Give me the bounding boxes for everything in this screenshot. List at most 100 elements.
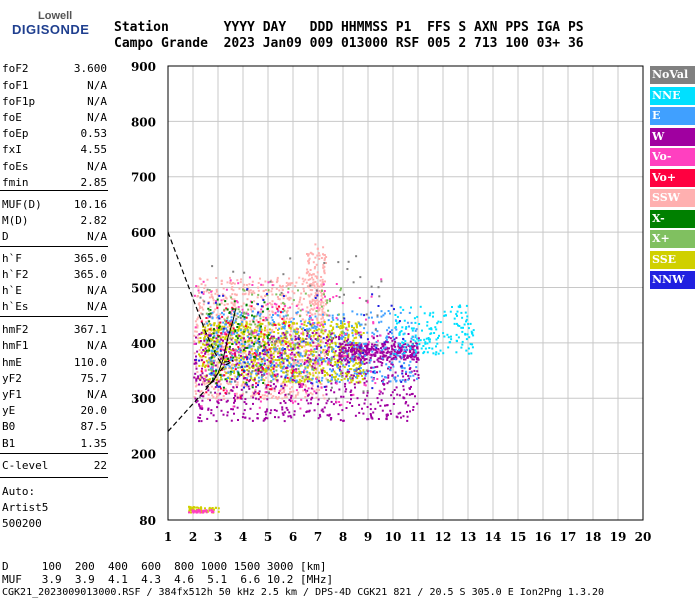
scatter-point [311, 393, 314, 396]
scatter-point [381, 362, 384, 364]
scatter-point [210, 360, 213, 363]
scatter-point [324, 323, 326, 326]
scatter-point [248, 363, 251, 366]
scatter-point [426, 321, 429, 324]
scatter-point [327, 360, 330, 363]
scatter-point [360, 363, 362, 366]
scatter-point [315, 293, 317, 296]
profile-line-upper [167, 231, 234, 363]
scatter-point [210, 369, 213, 372]
scatter-point [433, 332, 436, 334]
scatter-point [215, 303, 218, 306]
scatter-point [243, 361, 246, 364]
scatter-point [209, 399, 211, 402]
scatter-point [233, 372, 236, 375]
scatter-point [295, 379, 298, 382]
scatter-point [372, 366, 375, 369]
scatter-point [309, 284, 312, 287]
param-value: 3.600 [73, 62, 107, 75]
scatter-point [272, 341, 275, 344]
scatter-point [368, 361, 371, 364]
scatter-point [214, 308, 217, 311]
scatter-point [283, 395, 286, 398]
scatter-point [344, 347, 347, 350]
scatter-point [211, 394, 214, 397]
scatter-point [209, 359, 212, 362]
scatter-point [430, 327, 433, 330]
scatter-point [200, 312, 203, 315]
scatter-point [202, 381, 204, 383]
scatter-point [239, 366, 242, 369]
scatter-point [253, 358, 256, 361]
scatter-point [311, 298, 314, 301]
scatter-point [241, 332, 244, 335]
scatter-point [317, 398, 320, 401]
scatter-point [253, 343, 256, 345]
scatter-point [268, 310, 271, 313]
scatter-point [198, 307, 201, 309]
scatter-point [211, 366, 214, 369]
scatter-point [240, 359, 242, 361]
scatter-point [248, 350, 251, 353]
scatter-point [253, 379, 256, 382]
scatter-point [318, 309, 321, 312]
scatter-point [282, 362, 285, 365]
scatter-point [353, 383, 356, 386]
scatter-point [266, 331, 269, 334]
scatter-point [323, 293, 325, 296]
scatter-point [215, 361, 218, 364]
scatter-point [355, 344, 358, 347]
scatter-point [347, 349, 350, 352]
scatter-point [358, 334, 361, 337]
scatter-point [292, 362, 295, 365]
scatter-point [256, 417, 259, 420]
scatter-point [329, 331, 332, 334]
scatter-point [351, 350, 353, 353]
scatter-point [304, 359, 307, 362]
scatter-point [251, 394, 254, 397]
scatter-point [322, 316, 324, 319]
scatter-point [218, 361, 221, 364]
x-tick-label: 12 [435, 530, 452, 544]
scatter-point [310, 358, 313, 361]
scatter-point [376, 351, 379, 354]
scatter-point [367, 418, 370, 421]
auto-label: Auto: [2, 485, 36, 498]
scatter-point [307, 294, 310, 297]
scatter-point [233, 400, 236, 403]
scatter-point [209, 391, 212, 394]
scatter-point [194, 320, 197, 323]
scatter-point [390, 345, 393, 348]
param-value: N/A [87, 284, 107, 297]
scatter-point [257, 372, 260, 375]
scatter-point [209, 340, 212, 342]
scatter-point [254, 353, 257, 355]
scatter-point [257, 342, 260, 344]
scatter-point [238, 310, 241, 313]
scatter-point [347, 322, 350, 325]
scatter-point [346, 378, 349, 381]
scatter-point [195, 392, 198, 395]
scatter-point [252, 317, 255, 320]
scatter-point [223, 308, 226, 311]
scatter-point [230, 372, 232, 375]
scatter-point [215, 378, 218, 381]
scatter-point [210, 333, 213, 335]
scatter-point [394, 314, 397, 316]
scatter-point [293, 292, 296, 295]
scatter-point [231, 363, 234, 366]
scatter-point [298, 381, 301, 384]
scatter-point [230, 333, 233, 336]
scatter-point [352, 341, 355, 344]
scatter-point [345, 407, 348, 409]
scatter-point [289, 398, 292, 401]
scatter-point [418, 343, 421, 346]
scatter-point [414, 340, 417, 343]
scatter-point [403, 346, 406, 349]
scatter-point [285, 311, 288, 314]
scatter-point [285, 340, 288, 343]
scatter-point [257, 282, 260, 284]
scatter-point [397, 352, 400, 354]
scatter-point [289, 327, 292, 329]
scatter-point [244, 325, 247, 328]
